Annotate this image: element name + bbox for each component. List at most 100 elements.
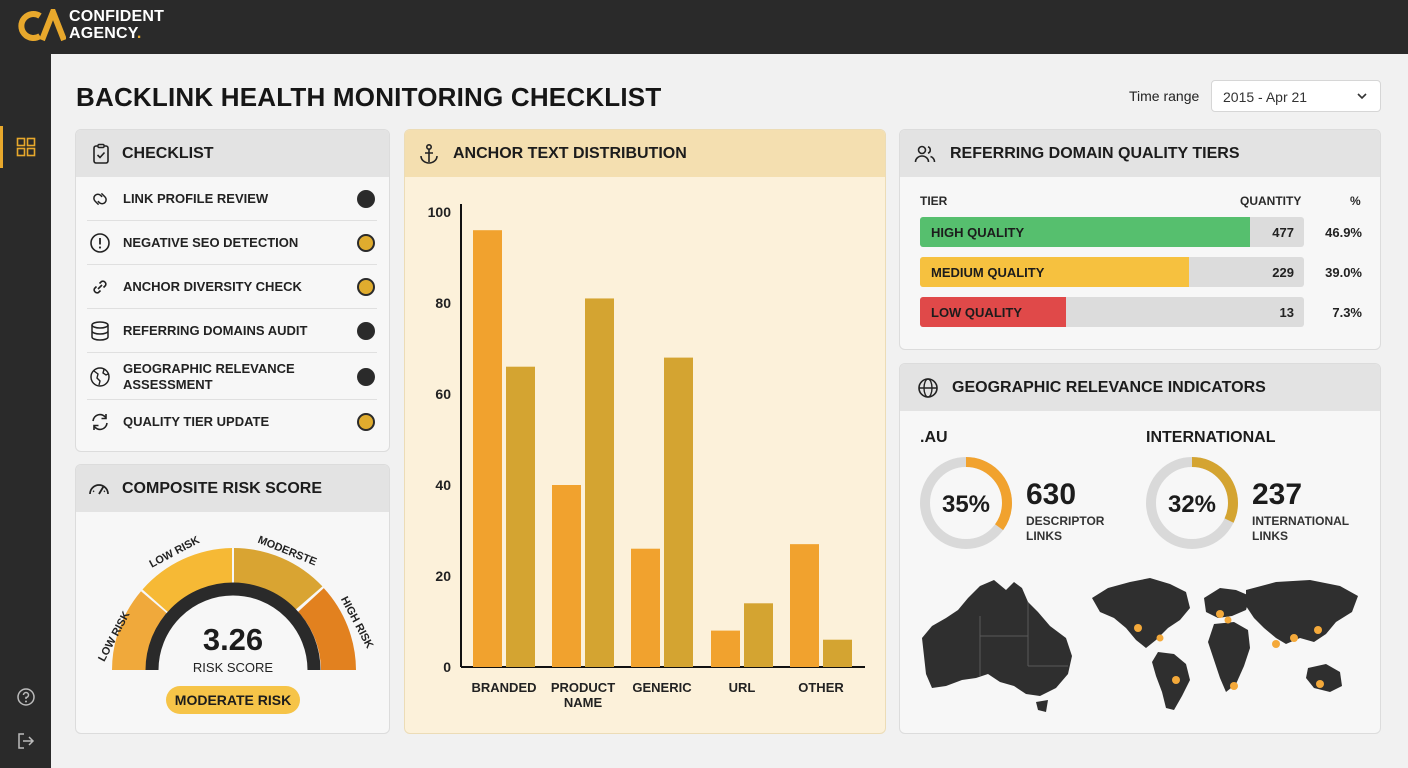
x-tick-label: GENERIC <box>632 680 692 695</box>
top-bar: CONFIDENT AGENCY. <box>0 0 1408 54</box>
world-map <box>1092 578 1358 710</box>
risk-title: COMPOSITE RISK SCORE <box>122 480 323 497</box>
logout-icon[interactable] <box>13 728 39 754</box>
tier-bar: LOW QUALITY 13 <box>920 297 1304 327</box>
brand-line-2-text: AGENCY <box>69 25 137 42</box>
map-marker <box>1314 626 1322 634</box>
checklist-row[interactable]: QUALITY TIER UPDATE <box>87 400 377 444</box>
map-marker <box>1172 676 1180 684</box>
gauge-needle <box>246 585 254 597</box>
brand-dot: . <box>136 25 142 42</box>
au-count: 630 <box>1026 478 1077 511</box>
au-count-label-2: LINKS <box>1026 529 1062 543</box>
checklist-title: CHECKLIST <box>122 145 214 162</box>
map-marker <box>1156 634 1164 642</box>
risk-score-value: 3.26 <box>203 622 263 657</box>
checklist-row-label-line-2: ASSESSMENT <box>123 376 213 392</box>
y-tick-label: 60 <box>435 386 451 402</box>
anchor-title: ANCHOR TEXT DISTRIBUTION <box>453 145 687 162</box>
map-marker <box>1316 680 1324 688</box>
geo-title: GEOGRAPHIC RELEVANCE INDICATORS <box>952 379 1266 396</box>
intl-count-label-2: LINKS <box>1252 529 1288 543</box>
australia-map <box>922 580 1072 712</box>
tiers-title: REFERRING DOMAIN QUALITY TIERS <box>950 145 1240 162</box>
brand-line-1: CONFIDENT <box>69 8 165 25</box>
bar <box>631 548 660 667</box>
time-range-select[interactable]: 2015 - Apr 21 <box>1211 80 1381 112</box>
clipboard-check-icon <box>93 143 109 164</box>
tier-bar: HIGH QUALITY 477 <box>920 217 1304 247</box>
risk-header: COMPOSITE RISK SCORE <box>76 465 389 512</box>
brand-line-2: AGENCY. <box>69 25 164 42</box>
tier-percent: 7.3% <box>1332 305 1362 320</box>
map-marker <box>1290 634 1298 642</box>
map-marker <box>1224 616 1232 624</box>
y-tick-label: 20 <box>435 568 451 584</box>
x-tick-label: OTHER <box>798 680 844 695</box>
international-label: INTERNATIONAL <box>1146 429 1276 446</box>
status-dot <box>357 234 375 252</box>
bar <box>744 603 773 667</box>
tier-percent: 39.0% <box>1325 265 1362 280</box>
au-label: .AU <box>920 429 948 446</box>
risk-gauge: LOW RISK LOW RISK MODERSTE HIGH RISK 3.2… <box>96 534 375 675</box>
intl-percent: 32% <box>1168 491 1216 518</box>
bar <box>585 298 614 667</box>
au-donut-fill <box>920 457 1012 549</box>
checklist-row[interactable]: REFERRING DOMAINS AUDIT <box>87 309 377 353</box>
intl-count-label: INTERNATIONAL LINKS <box>1252 514 1349 544</box>
sidebar-active-indicator <box>0 126 3 168</box>
tier-quantity: 477 <box>1272 225 1294 240</box>
database-icon <box>91 321 109 341</box>
logo-mark <box>18 9 66 42</box>
status-dot <box>357 322 375 340</box>
tier-bar: MEDIUM QUALITY 229 <box>920 257 1304 287</box>
checklist-row-label: LINK PROFILE REVIEW <box>123 191 269 206</box>
map-marker <box>1216 610 1224 618</box>
checklist-row-label: QUALITY TIER UPDATE <box>123 414 270 429</box>
tier-quantity: 229 <box>1272 265 1294 280</box>
x-tick-label: NAME <box>564 695 603 710</box>
dashboard-grid-icon[interactable] <box>13 134 39 160</box>
x-tick-label: PRODUCT <box>551 680 615 695</box>
x-tick-label: URL <box>729 680 756 695</box>
globe-icon <box>90 366 110 387</box>
gauge-segment-low-2 <box>142 548 232 613</box>
link-profile-icon <box>93 192 107 206</box>
intl-count: 237 <box>1252 478 1303 511</box>
alert-icon <box>90 233 110 253</box>
au-count-label-1: DESCRIPTOR <box>1026 514 1105 528</box>
bar <box>823 639 852 667</box>
map-marker <box>1272 640 1280 648</box>
quantity-col-header: QUANTITY <box>1240 194 1302 208</box>
anchor-header: ANCHOR TEXT DISTRIBUTION <box>405 130 885 177</box>
au-percent: 35% <box>942 491 990 518</box>
status-dot <box>357 190 375 208</box>
au-donut: 35% <box>920 457 1012 549</box>
checklist-row-label: REFERRING DOMAINS AUDIT <box>123 323 308 338</box>
intl-donut: 32% <box>1146 457 1238 549</box>
tier-col-header: TIER <box>920 194 948 208</box>
checklist-header: CHECKLIST <box>76 130 389 177</box>
tier-quantity: 13 <box>1279 305 1294 320</box>
tier-name: LOW QUALITY <box>931 305 1022 320</box>
users-icon <box>914 145 936 163</box>
bar <box>790 544 819 667</box>
checklist-row[interactable]: NEGATIVE SEO DETECTION <box>87 221 377 265</box>
tier-bar-fill <box>920 217 1251 247</box>
checklist-row-label: GEOGRAPHIC RELEVANCE ASSESSMENT <box>123 361 295 393</box>
checklist-row[interactable]: ANCHOR DIVERSITY CHECK <box>87 265 377 309</box>
anchor-distribution-card: ANCHOR TEXT DISTRIBUTION 0 20 40 60 80 100 BRA… <box>404 129 886 734</box>
au-count-label: DESCRIPTOR LINKS <box>1026 514 1104 544</box>
checklist-row[interactable]: LINK PROFILE REVIEW <box>87 177 377 221</box>
status-dot <box>357 278 375 296</box>
checklist-row-label: ANCHOR DIVERSITY CHECK <box>123 279 302 294</box>
y-tick-label: 40 <box>435 477 451 493</box>
gauge-inner-arc <box>145 582 321 671</box>
gauge-segment-moderate <box>234 548 323 611</box>
map-marker <box>1230 682 1238 690</box>
help-icon[interactable] <box>13 684 39 710</box>
checklist-row[interactable]: GEOGRAPHIC RELEVANCE ASSESSMENT <box>87 353 377 400</box>
gauge-segment-high <box>298 588 356 670</box>
